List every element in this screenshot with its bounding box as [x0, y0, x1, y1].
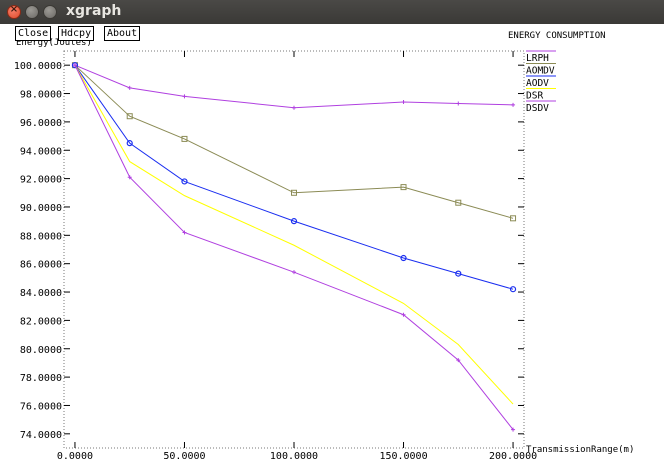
legend-label-lrph: LRPH — [526, 53, 549, 64]
point-lrph — [401, 100, 406, 105]
y-tick-label: 78.0000 — [20, 373, 62, 384]
y-tick-label: 100.0000 — [14, 61, 62, 72]
close-icon: × — [9, 4, 19, 15]
x-tick-label: 0.0000 — [57, 451, 93, 459]
point-lrph — [456, 101, 461, 106]
point-dsdv — [292, 270, 296, 275]
y-tick-label: 84.0000 — [20, 288, 62, 299]
point-aodv — [509, 286, 517, 293]
y-axis-label: Energy(Joules) — [16, 38, 92, 48]
point-aodv — [71, 62, 79, 69]
y-tick-label: 96.0000 — [20, 118, 62, 129]
y-tick-label: 98.0000 — [20, 90, 62, 101]
y-tick-label: 90.0000 — [20, 203, 62, 214]
point-aodv — [126, 140, 133, 147]
point-aomdv — [126, 113, 133, 120]
series-line-aomdv — [74, 64, 514, 219]
point-lrph — [127, 85, 132, 90]
x-tick-label: 200.0000 — [489, 451, 537, 459]
point-dsdv — [72, 63, 77, 68]
series-line-dsr — [74, 64, 514, 405]
plot-title: ENERGY CONSUMPTION — [508, 31, 606, 41]
window-maximize-button[interactable] — [43, 5, 57, 19]
point-aomdv — [510, 215, 517, 222]
series-line-aodv — [74, 64, 514, 290]
plot-frame — [63, 50, 525, 449]
legend-label-dsdv: DSDV — [526, 103, 549, 114]
series-line-lrph — [74, 64, 514, 109]
point-lrph — [511, 102, 516, 107]
point-aomdv — [455, 199, 462, 206]
legend-label-dsr: DSR — [526, 91, 543, 102]
y-tick-label: 74.0000 — [20, 430, 62, 441]
window-minimize-button[interactable] — [25, 5, 39, 19]
legend-label-aodv: AODV — [526, 78, 549, 89]
point-aodv — [290, 218, 298, 225]
x-tick-label: 150.0000 — [379, 451, 427, 459]
window-close-button[interactable]: × — [7, 4, 21, 19]
x-axis-label: TransmissionRange(m) — [526, 445, 634, 455]
point-aodv — [181, 178, 188, 185]
y-tick-label: 82.0000 — [20, 316, 62, 327]
close-button[interactable]: Close — [15, 26, 52, 41]
y-tick-label: 76.0000 — [20, 401, 62, 412]
title-bar: × xgraph — [0, 0, 664, 24]
point-dsdv — [511, 427, 516, 432]
point-lrph — [182, 94, 187, 99]
point-aomdv — [181, 135, 188, 142]
window-title: xgraph — [66, 3, 122, 19]
x-tick-label: 50.0000 — [163, 451, 205, 459]
y-tick-label: 86.0000 — [20, 260, 62, 271]
point-lrph — [292, 105, 296, 110]
point-aomdv — [291, 189, 297, 196]
point-dsdv — [182, 230, 187, 235]
about-button[interactable]: About — [104, 26, 141, 41]
x-tick-label: 100.0000 — [270, 451, 318, 459]
point-aodv — [455, 270, 462, 277]
point-aomdv — [400, 184, 407, 191]
y-tick-label: 94.0000 — [20, 146, 62, 157]
point-aodv — [400, 254, 407, 262]
y-tick-label: 88.0000 — [20, 231, 62, 242]
legend-label-aomdv: AOMDV — [526, 66, 555, 77]
y-tick-label: 92.0000 — [20, 175, 62, 186]
y-tick-label: 80.0000 — [20, 345, 62, 356]
series-line-dsdv — [74, 64, 514, 430]
hdcpy-button[interactable]: Hdcpy — [58, 26, 95, 41]
point-dsdv — [401, 312, 406, 317]
point-dsdv — [456, 358, 461, 363]
point-dsdv — [127, 175, 132, 180]
